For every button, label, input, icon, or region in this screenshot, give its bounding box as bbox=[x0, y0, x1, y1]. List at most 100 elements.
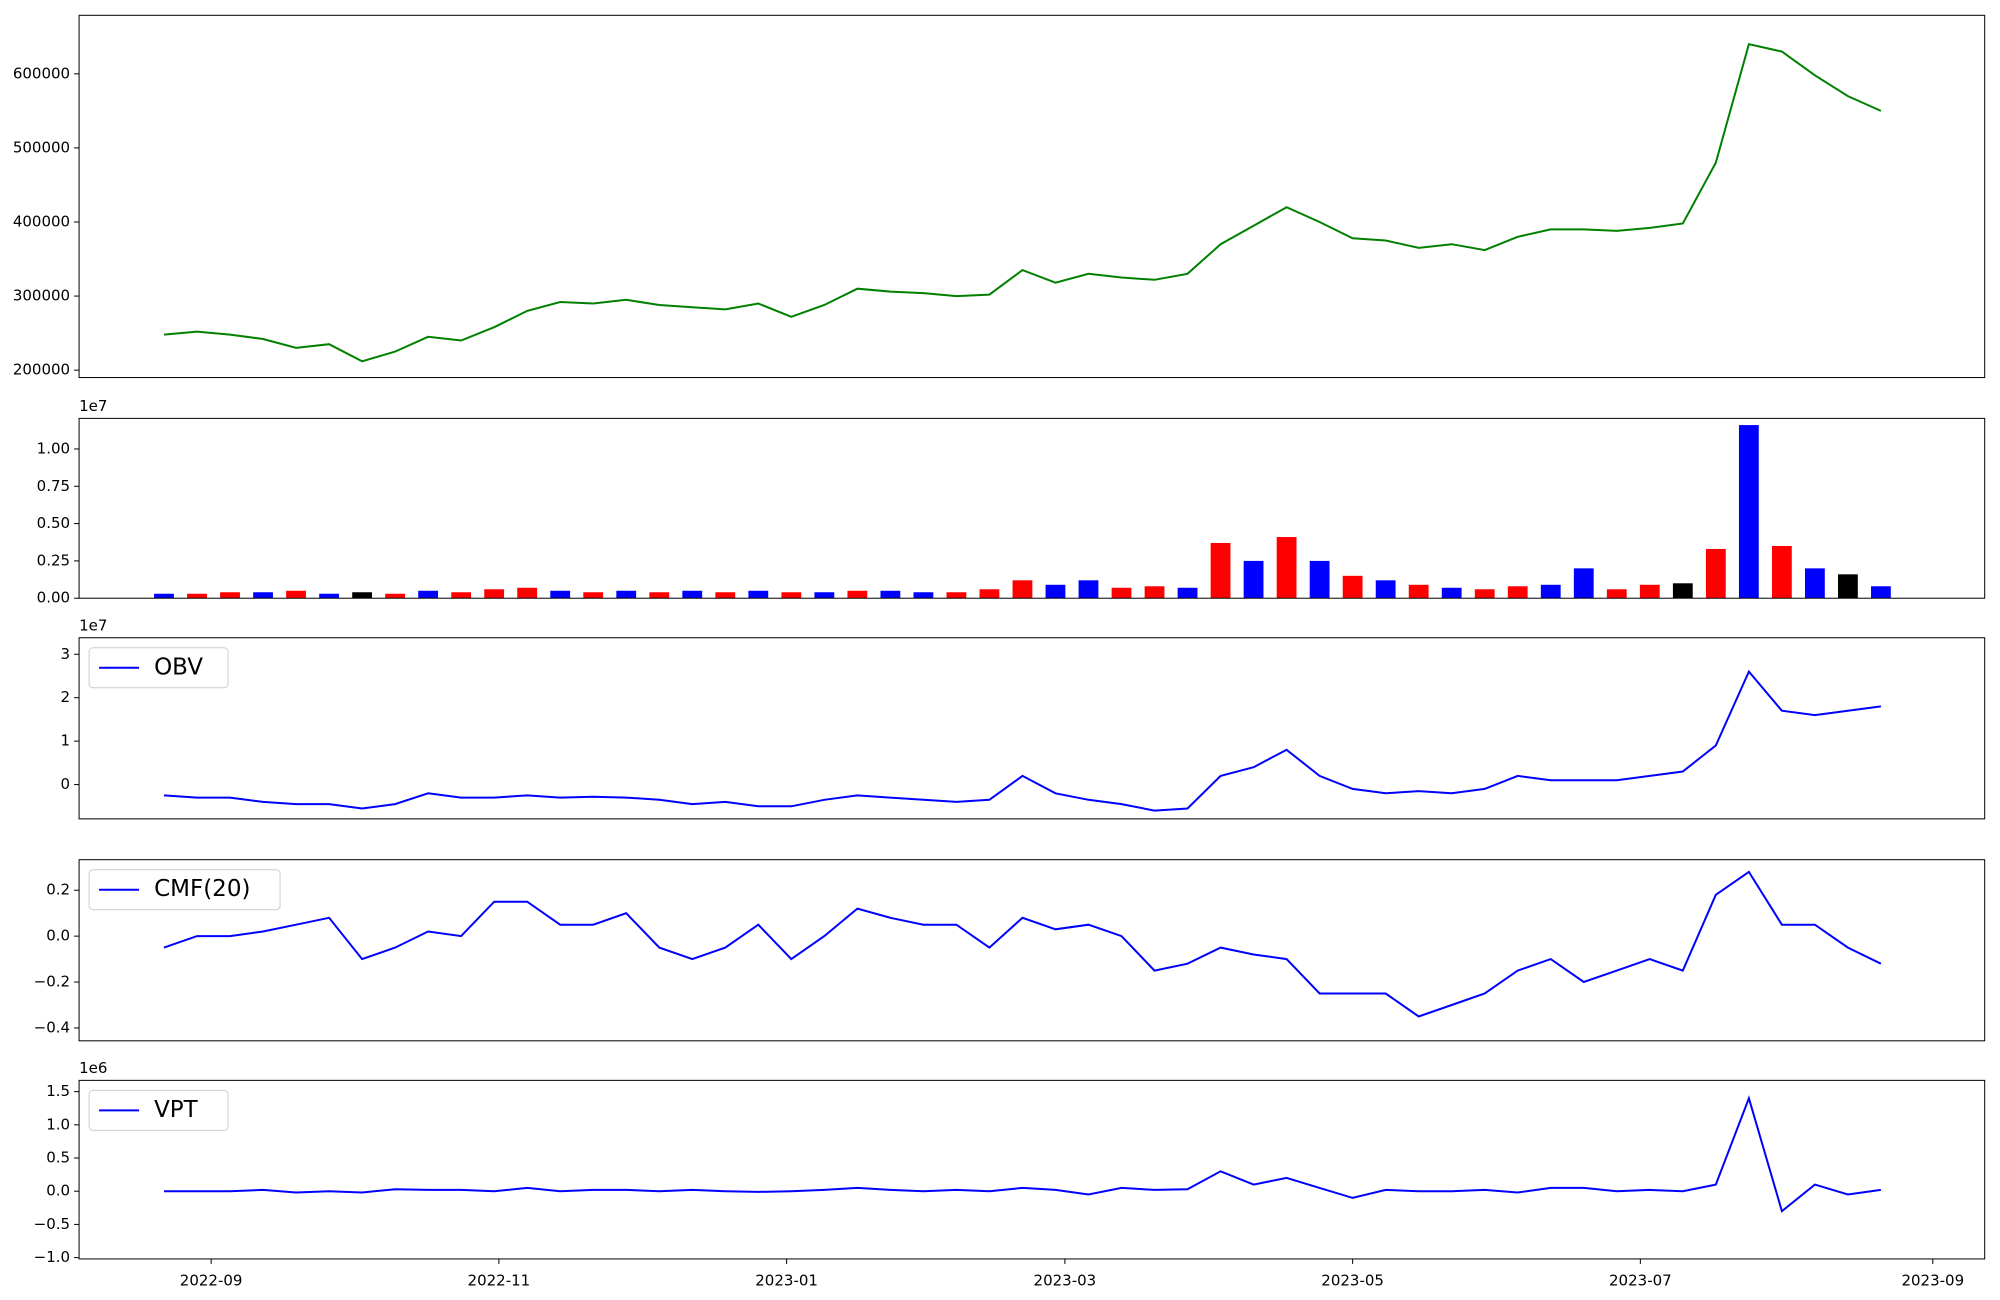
x-tick-label: 2023-05 bbox=[1321, 1271, 1384, 1289]
y-offset-label: 1e6 bbox=[79, 1059, 107, 1077]
volume-bar bbox=[1804, 568, 1825, 599]
volume-bar bbox=[1342, 575, 1363, 599]
volume-bar bbox=[385, 593, 406, 599]
legend-label: VPT bbox=[154, 1097, 199, 1123]
volume-bar bbox=[814, 592, 835, 599]
line-series bbox=[163, 870, 1882, 1018]
volume-bar bbox=[781, 592, 802, 599]
x-tick-label: 2023-07 bbox=[1609, 1271, 1672, 1289]
y-tick-label: 500000 bbox=[13, 138, 70, 156]
axes-frame bbox=[78, 14, 1986, 379]
y-tick-label: 1 bbox=[61, 732, 71, 750]
y-tick-label: 1.0 bbox=[46, 1115, 70, 1133]
volume-bar bbox=[352, 592, 372, 599]
volume-bar bbox=[748, 590, 769, 599]
volume-bar bbox=[1144, 586, 1165, 599]
line-series bbox=[164, 1095, 1882, 1213]
volume-bar bbox=[1606, 589, 1627, 599]
volume-bar bbox=[649, 592, 670, 599]
y-tick-label: 0.0 bbox=[46, 1182, 70, 1200]
y-tick-label: 200000 bbox=[13, 361, 70, 379]
x-tick-label: 2023-03 bbox=[1034, 1271, 1097, 1289]
line-series bbox=[163, 669, 1882, 812]
axes-frame bbox=[78, 417, 1986, 599]
volume-bar bbox=[1672, 583, 1693, 599]
volume-bar bbox=[319, 593, 339, 599]
volume-bar bbox=[1012, 580, 1033, 599]
volume-bar bbox=[1045, 584, 1066, 599]
y-tick-label: 0.5 bbox=[46, 1149, 70, 1167]
y-tick-label: 600000 bbox=[13, 64, 70, 82]
volume-bar bbox=[1474, 589, 1495, 599]
volume-bar bbox=[1243, 560, 1264, 599]
volume-bar bbox=[979, 589, 1000, 599]
legend-box bbox=[88, 1089, 229, 1131]
y-tick-label: 400000 bbox=[13, 212, 70, 230]
y-tick-label: 0.75 bbox=[37, 477, 70, 495]
volume-bar bbox=[847, 590, 868, 599]
volume-bar bbox=[1837, 574, 1858, 599]
legend-box bbox=[88, 869, 281, 911]
y-offset-label: 1e7 bbox=[79, 616, 107, 634]
y-tick-label: 0.25 bbox=[37, 551, 70, 569]
volume-bar bbox=[1738, 425, 1759, 599]
volume-bar bbox=[1441, 587, 1462, 599]
volume-bar bbox=[286, 590, 306, 599]
volume-bar bbox=[1309, 560, 1330, 599]
legend-label: OBV bbox=[154, 654, 203, 680]
axes-frame bbox=[78, 859, 1986, 1042]
volume-bar bbox=[451, 592, 472, 599]
x-tick-label: 2022-09 bbox=[180, 1271, 243, 1289]
volume-bar bbox=[1871, 586, 1891, 599]
volume-bar bbox=[1375, 580, 1396, 599]
volume-bar bbox=[517, 587, 538, 599]
x-tick-label: 2022-11 bbox=[468, 1271, 531, 1289]
y-tick-label: 0.00 bbox=[37, 589, 70, 607]
volume-bar bbox=[550, 590, 571, 599]
volume-bar bbox=[253, 592, 273, 599]
volume-bar bbox=[1276, 537, 1297, 599]
volume-bar bbox=[880, 590, 901, 599]
axes-frame bbox=[78, 637, 1986, 820]
volume-bar bbox=[583, 592, 604, 599]
volume-bar bbox=[418, 590, 439, 599]
y-tick-label: −1.0 bbox=[34, 1248, 70, 1266]
y-tick-label: −0.5 bbox=[34, 1215, 70, 1233]
legend-label: CMF(20) bbox=[154, 876, 250, 902]
volume-bar bbox=[913, 592, 934, 599]
volume-bar bbox=[1540, 584, 1561, 599]
y-tick-label: 300000 bbox=[13, 287, 70, 305]
axes-frame bbox=[78, 1079, 1986, 1260]
y-tick-label: 0.0 bbox=[46, 927, 70, 945]
line-series bbox=[163, 43, 1882, 363]
volume-bar bbox=[1507, 586, 1528, 599]
volume-bar bbox=[715, 592, 736, 599]
y-tick-label: 3 bbox=[61, 645, 71, 663]
volume-bar bbox=[220, 592, 240, 599]
volume-bar bbox=[616, 590, 637, 599]
x-tick-label: 2023-09 bbox=[1901, 1271, 1964, 1289]
y-tick-label: 0 bbox=[61, 775, 71, 793]
volume-bar bbox=[1210, 542, 1231, 599]
volume-bar bbox=[1078, 580, 1099, 599]
y-tick-label: −0.4 bbox=[34, 1018, 70, 1036]
volume-bar bbox=[1639, 584, 1660, 599]
volume-bar bbox=[1111, 587, 1132, 599]
volume-bar bbox=[1573, 568, 1594, 599]
x-tick-label: 2023-01 bbox=[755, 1271, 818, 1289]
y-tick-label: 0.2 bbox=[46, 881, 70, 899]
y-tick-label: 1.5 bbox=[46, 1082, 70, 1100]
y-tick-label: 1.00 bbox=[37, 439, 70, 457]
volume-bar bbox=[1177, 587, 1198, 599]
volume-bar bbox=[484, 589, 505, 599]
volume-bar bbox=[1705, 548, 1726, 599]
y-tick-label: −0.2 bbox=[34, 973, 70, 991]
legend-box bbox=[88, 647, 229, 689]
volume-bar bbox=[1771, 545, 1792, 599]
volume-bar bbox=[187, 593, 207, 599]
volume-bar bbox=[154, 593, 174, 599]
y-tick-label: 2 bbox=[61, 688, 71, 706]
y-tick-label: 0.50 bbox=[37, 514, 70, 532]
volume-bar bbox=[946, 592, 967, 599]
